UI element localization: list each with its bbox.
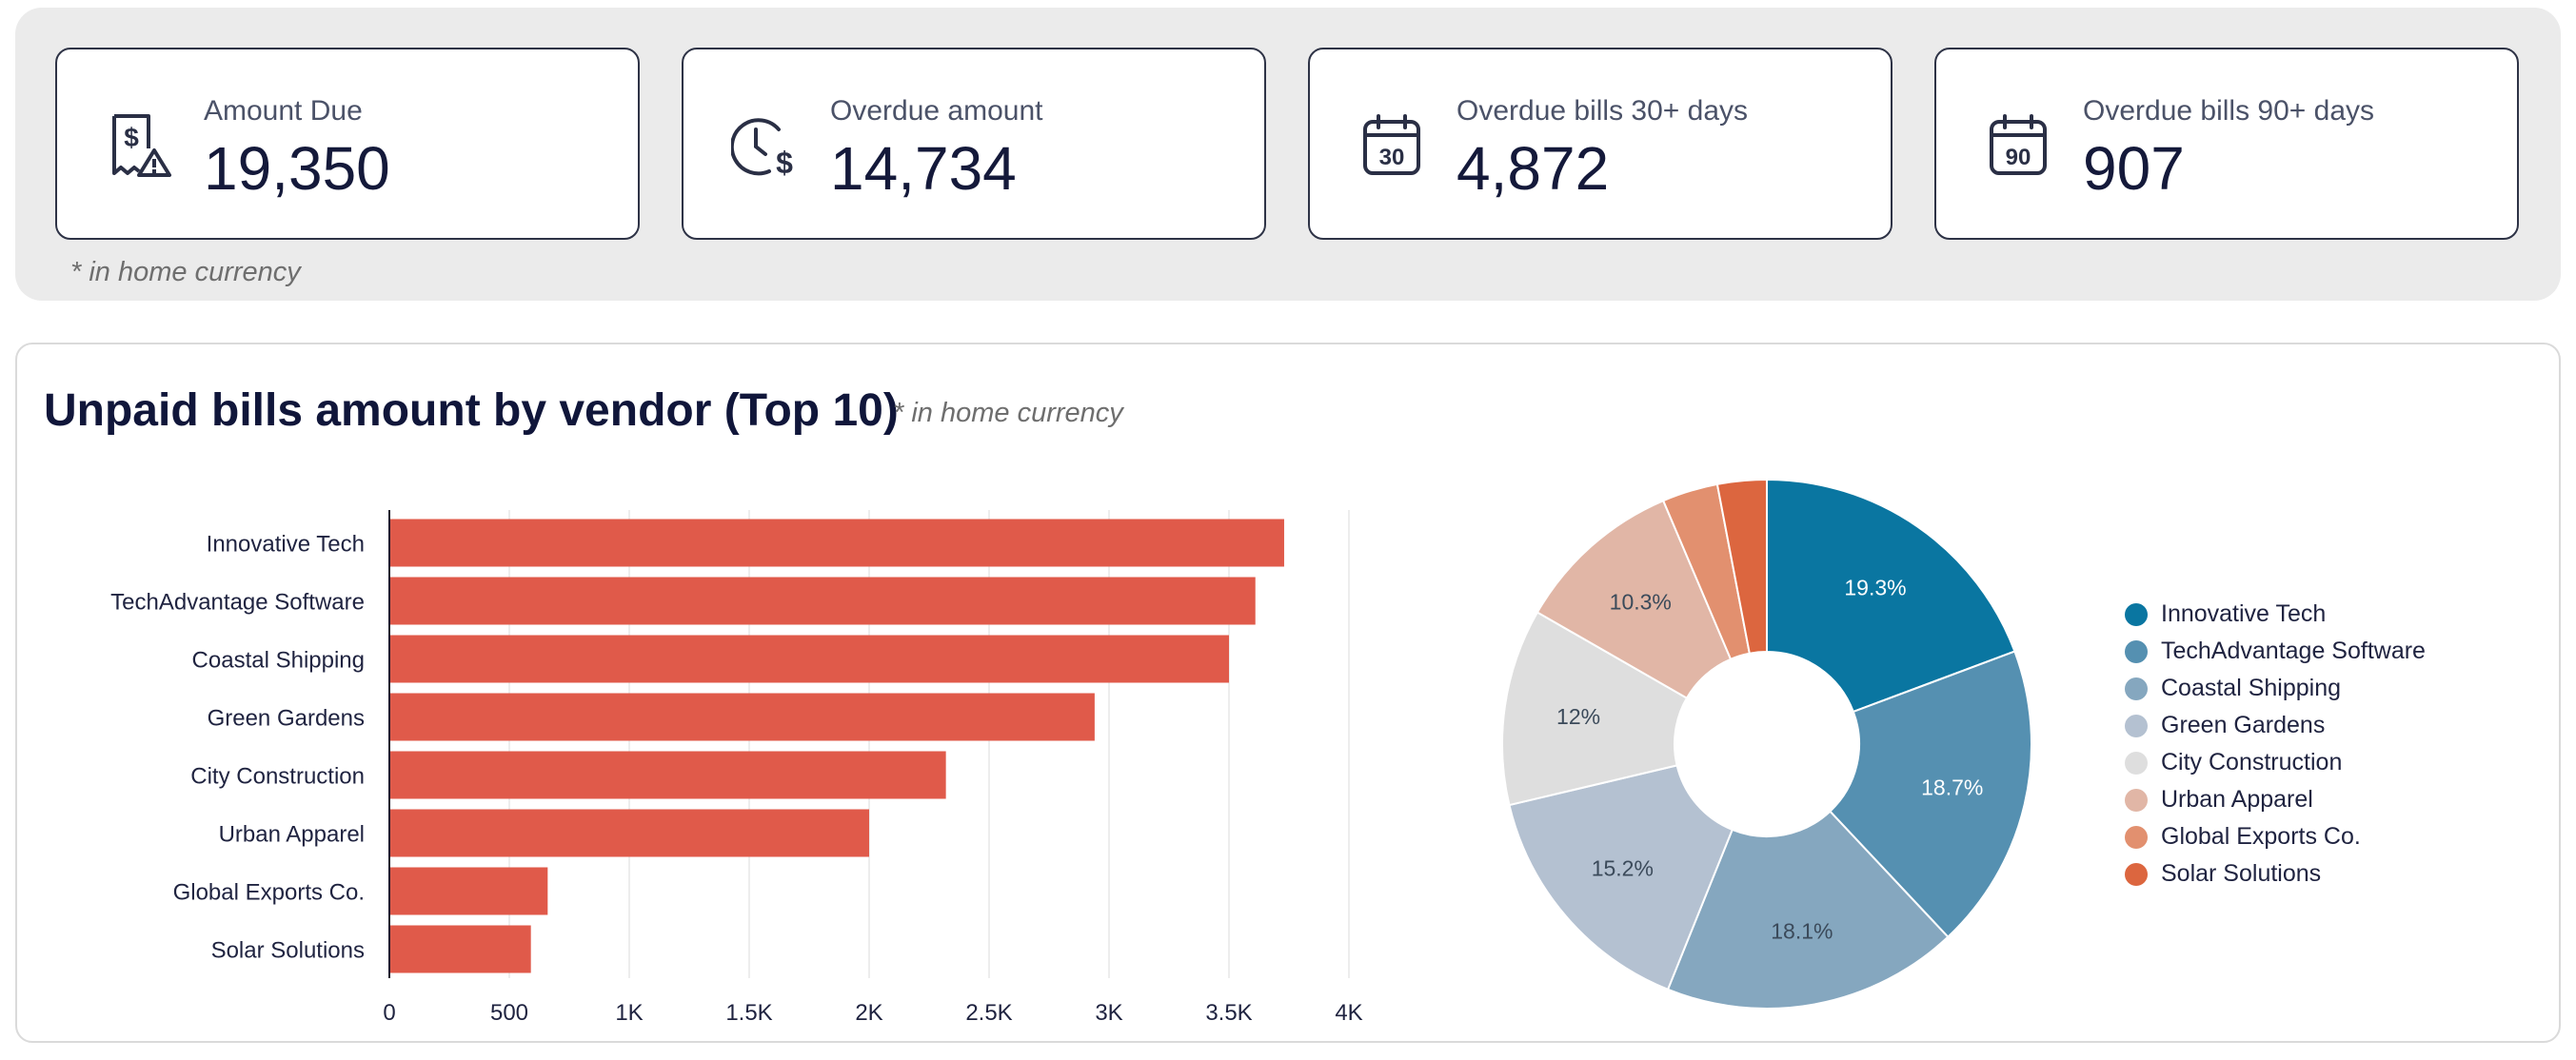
pie-legend: Innovative Tech TechAdvantage Software Coa…: [2125, 596, 2426, 893]
legend-item[interactable]: TechAdvantage Software: [2125, 633, 2426, 670]
kpi-card-overdue-90[interactable]: 90 Overdue bills 90+ days 907: [1934, 48, 2519, 240]
kpi-value: 14,734: [830, 134, 1017, 203]
pie-slice[interactable]: [1666, 810, 1950, 1010]
legend-swatch: [2125, 751, 2148, 775]
bar-category-label: Global Exports Co.: [173, 880, 365, 906]
bar[interactable]: [389, 693, 1095, 741]
legend-swatch: [2125, 639, 2148, 663]
pie-data-label: 15.2%: [1592, 855, 1654, 880]
legend-item[interactable]: City Construction: [2125, 744, 2426, 781]
bar-category-label: Solar Solutions: [211, 938, 365, 964]
legend-label: Solar Solutions: [2161, 860, 2322, 887]
legend-swatch: [2125, 602, 2148, 626]
clock-dollar-icon: $: [731, 118, 793, 180]
legend-swatch: [2125, 714, 2148, 737]
chart-currency-note: * in home currency: [893, 398, 1123, 428]
legend-swatch: [2125, 677, 2148, 700]
calendar-day-glyph: 90: [2006, 145, 2031, 170]
legend-item[interactable]: Solar Solutions: [2125, 855, 2426, 893]
bar[interactable]: [389, 519, 1284, 567]
kpi-label: Overdue bills 90+ days: [2083, 95, 2375, 127]
pie-slice[interactable]: [1715, 478, 1768, 655]
legend-label: TechAdvantage Software: [2161, 638, 2426, 664]
pie-slice[interactable]: [1501, 611, 1689, 807]
currency-note: * in home currency: [70, 257, 301, 287]
calendar-30-icon: 30: [1363, 114, 1420, 175]
legend-label: Coastal Shipping: [2161, 675, 2342, 701]
kpi-value: 907: [2083, 134, 2185, 203]
x-tick-label: 2.5K: [965, 1000, 1012, 1026]
vendor-bar-chart: Innovative Tech TechAdvantage Software Coa…: [110, 510, 1363, 1026]
legend-label: Innovative Tech: [2161, 600, 2327, 627]
dollar-glyph: $: [124, 123, 139, 152]
bar-category-label: Coastal Shipping: [192, 648, 365, 674]
legend-swatch: [2125, 825, 2148, 849]
x-tick-label: 0: [383, 1000, 395, 1026]
x-tick-label: 2K: [855, 1000, 882, 1026]
pie-data-label: 18.7%: [1921, 775, 1983, 799]
bar-category-label: TechAdvantage Software: [110, 590, 365, 616]
pie-slice[interactable]: [1828, 650, 2032, 939]
legend-swatch: [2125, 788, 2148, 812]
calendar-day-glyph: 30: [1379, 145, 1405, 170]
bar[interactable]: [389, 751, 946, 799]
legend-label: Global Exports Co.: [2161, 823, 2361, 850]
bar-category-label: Innovative Tech: [207, 532, 365, 558]
kpi-label: Overdue amount: [830, 95, 1043, 127]
legend-label: Green Gardens: [2161, 712, 2326, 738]
kpi-panel: $ Amount Due 19,350 $ Overdue amount 14,…: [15, 8, 2561, 301]
bar[interactable]: [389, 925, 531, 973]
legend-item[interactable]: Urban Apparel: [2125, 781, 2426, 818]
kpi-card-amount-due[interactable]: $ Amount Due 19,350: [55, 48, 640, 240]
x-tick-label: 3K: [1095, 1000, 1122, 1026]
bar-category-label: City Construction: [190, 764, 365, 790]
vendor-donut-chart: 19.3% 18.7% 18.1% 15.2% 12% 10.3%: [1501, 478, 2032, 1010]
calendar-90-icon: 90: [1990, 114, 2047, 175]
pie-slice[interactable]: [1766, 478, 2016, 714]
kpi-label: Amount Due: [204, 95, 363, 127]
legend-item[interactable]: Innovative Tech: [2125, 596, 2426, 633]
x-tick-label: 4K: [1335, 1000, 1362, 1026]
bar-category-label: Urban Apparel: [219, 822, 365, 848]
dollar-glyph: $: [776, 146, 793, 180]
bar[interactable]: [389, 867, 548, 915]
legend-item[interactable]: Coastal Shipping: [2125, 670, 2426, 707]
bar-category-label: Green Gardens: [208, 706, 365, 732]
vendor-chart-panel: Unpaid bills amount by vendor (Top 10) *…: [15, 343, 2561, 1043]
kpi-label: Overdue bills 30+ days: [1456, 95, 1749, 127]
legend-item[interactable]: Green Gardens: [2125, 707, 2426, 744]
x-tick-label: 1K: [615, 1000, 643, 1026]
chart-title: Unpaid bills amount by vendor (Top 10): [44, 385, 899, 436]
pie-data-label: 19.3%: [1844, 576, 1906, 600]
bar[interactable]: [389, 635, 1229, 683]
pie-slice[interactable]: [1508, 764, 1734, 991]
legend-swatch: [2125, 862, 2148, 886]
legend-label: Urban Apparel: [2161, 786, 2313, 813]
pie-data-label: 10.3%: [1610, 589, 1672, 614]
pie-data-label: 18.1%: [1771, 919, 1833, 944]
x-tick-label: 3.5K: [1205, 1000, 1252, 1026]
bar[interactable]: [389, 809, 869, 857]
legend-label: City Construction: [2161, 749, 2343, 775]
x-tick-label: 1.5K: [725, 1000, 772, 1026]
x-tick-label: 500: [490, 1000, 528, 1026]
receipt-warning-icon: $: [112, 114, 171, 177]
bar[interactable]: [389, 577, 1256, 625]
pie-slice[interactable]: [1536, 499, 1733, 700]
pie-data-label: 12%: [1556, 704, 1600, 729]
kpi-card-overdue-amount[interactable]: $ Overdue amount 14,734: [682, 48, 1266, 240]
legend-item[interactable]: Global Exports Co.: [2125, 818, 2426, 855]
kpi-card-overdue-30[interactable]: 30 Overdue bills 30+ days 4,872: [1308, 48, 1892, 240]
kpi-value: 4,872: [1456, 134, 1610, 203]
kpi-value: 19,350: [204, 134, 390, 203]
